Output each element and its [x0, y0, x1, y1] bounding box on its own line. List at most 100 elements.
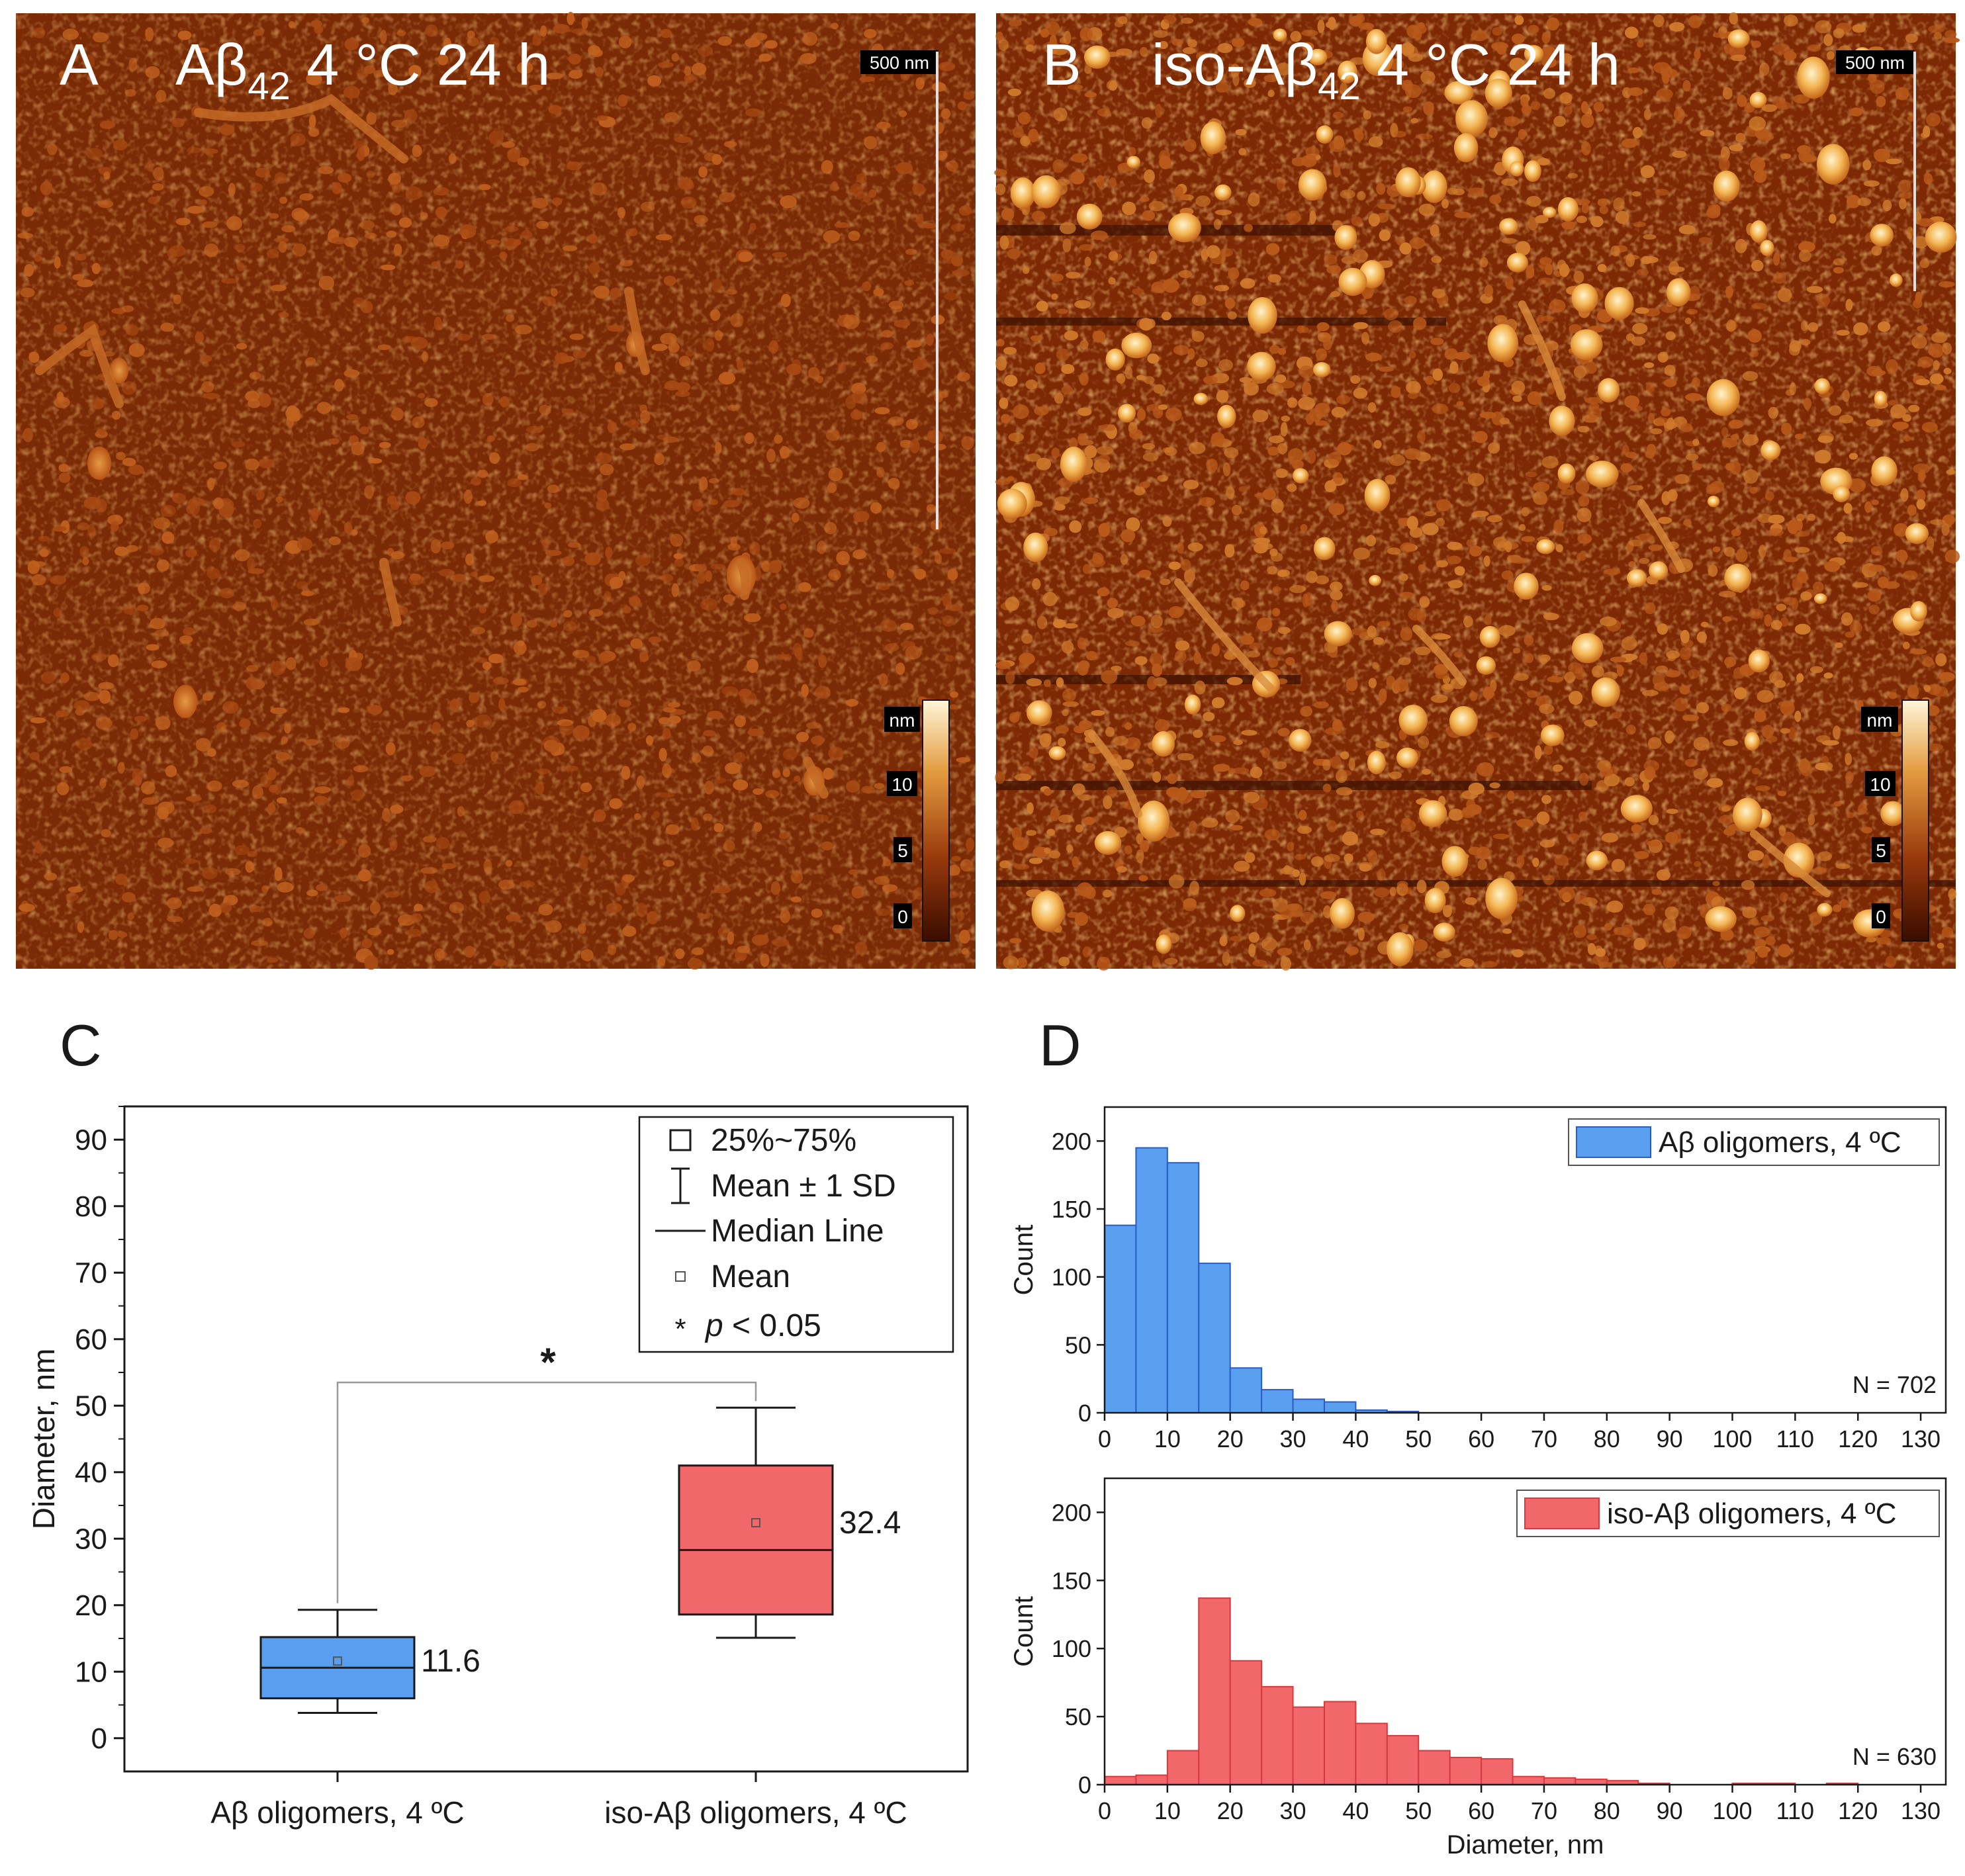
- afm-particle: [852, 549, 866, 560]
- afm-particle: [114, 873, 128, 885]
- afm-particle: [606, 903, 623, 913]
- afm-particle: [1924, 685, 1931, 692]
- afm-particle: [792, 359, 801, 373]
- afm-particle: [160, 504, 176, 517]
- afm-particle: [1240, 278, 1256, 289]
- afm-particle: [1054, 392, 1064, 404]
- afm-particle: [1547, 384, 1555, 395]
- afm-particle: [1580, 113, 1594, 128]
- afm-particle: [686, 660, 701, 672]
- afm-particle: [42, 181, 52, 189]
- afm-particle: [1187, 543, 1204, 552]
- afm-particle: [999, 397, 1009, 410]
- afm-aggregate: [1727, 29, 1750, 48]
- afm-particle: [1755, 785, 1770, 791]
- afm-particle: [1639, 652, 1648, 665]
- afm-particle: [33, 27, 46, 39]
- afm-particle: [1688, 669, 1700, 679]
- afm-particle: [1322, 783, 1332, 793]
- afm-particle: [1331, 600, 1338, 612]
- afm-particle: [469, 692, 480, 703]
- afm-particle: [1238, 486, 1248, 492]
- afm-particle: [1028, 858, 1043, 864]
- afm-particle: [1330, 290, 1340, 297]
- afm-particle: [489, 36, 500, 49]
- afm-particle: [1259, 888, 1277, 897]
- afm-particle: [1356, 811, 1364, 819]
- afm-particle: [553, 24, 570, 34]
- afm-aggregate: [1298, 169, 1327, 201]
- afm-particle: [535, 782, 544, 795]
- afm-particle: [747, 658, 758, 674]
- afm-particle: [91, 652, 107, 662]
- afm-particle: [629, 596, 641, 607]
- afm-particle: [1402, 106, 1412, 112]
- x-tick-label: 60: [1468, 1797, 1494, 1824]
- afm-particle: [1751, 768, 1760, 775]
- afm-particle: [1933, 360, 1940, 371]
- afm-particle: [1592, 954, 1610, 965]
- afm-particle: [1271, 498, 1284, 514]
- afm-particle: [1492, 26, 1502, 36]
- afm-particle: [433, 234, 450, 247]
- afm-particle: [551, 288, 558, 297]
- afm-particle: [1747, 850, 1764, 861]
- afm-particle: [1842, 389, 1850, 402]
- afm-particle: [1762, 725, 1774, 738]
- afm-particle: [800, 53, 817, 64]
- afm-aggregate: [1094, 830, 1122, 855]
- afm-particle: [619, 443, 635, 451]
- afm-particle: [1124, 365, 1133, 379]
- afm-particle: [1776, 603, 1786, 611]
- afm-particle: [1214, 73, 1226, 83]
- afm-particle: [1577, 533, 1592, 544]
- afm-particle: [1215, 82, 1229, 93]
- y-tick-label: 150: [1052, 1567, 1091, 1594]
- afm-particle: [1648, 544, 1663, 551]
- afm-particle: [1581, 202, 1589, 214]
- histogram-bar: [1355, 1722, 1388, 1785]
- afm-particle: [1634, 851, 1649, 860]
- afm-particle: [942, 615, 954, 627]
- afm-particle: [1578, 811, 1587, 821]
- afm-particle: [479, 606, 487, 613]
- afm-particle: [622, 605, 631, 614]
- colorbar-a: nm 10 5 0: [884, 699, 950, 942]
- afm-particle: [1124, 640, 1140, 647]
- afm-aggregate: [1817, 144, 1850, 185]
- x-tick-label: 80: [1594, 1425, 1620, 1452]
- afm-particle: [547, 484, 560, 494]
- afm-aggregate: [1313, 537, 1336, 560]
- afm-particle: [1346, 946, 1359, 956]
- afm-particle: [831, 22, 839, 30]
- histogram-bar: [1323, 1401, 1357, 1413]
- afm-particle: [1108, 277, 1116, 285]
- afm-particle: [1262, 488, 1276, 500]
- afm-particle: [888, 300, 904, 310]
- afm-particle: [87, 523, 96, 537]
- afm-particle: [1573, 271, 1584, 284]
- afm-particle: [660, 28, 672, 38]
- afm-particle: [520, 880, 535, 888]
- afm-particle: [1432, 368, 1443, 381]
- afm-particle: [1477, 859, 1487, 870]
- afm-particle: [1817, 293, 1831, 307]
- afm-particle: [653, 811, 660, 819]
- afm-particle: [1114, 21, 1124, 28]
- afm-particle: [1846, 195, 1860, 208]
- afm-particle: [561, 408, 574, 414]
- afm-particle: [617, 206, 625, 218]
- afm-particle: [791, 896, 802, 903]
- afm-particle: [1340, 443, 1355, 451]
- afm-particle: [1780, 153, 1792, 159]
- afm-particle: [1505, 275, 1514, 290]
- afm-particle: [1637, 533, 1654, 542]
- afm-particle: [1532, 858, 1539, 868]
- afm-particle: [880, 619, 897, 632]
- afm-particle: [338, 707, 350, 713]
- afm-particle: [935, 553, 942, 564]
- afm-particle: [761, 560, 770, 572]
- afm-particle: [1521, 536, 1535, 542]
- afm-particle: [1418, 564, 1426, 571]
